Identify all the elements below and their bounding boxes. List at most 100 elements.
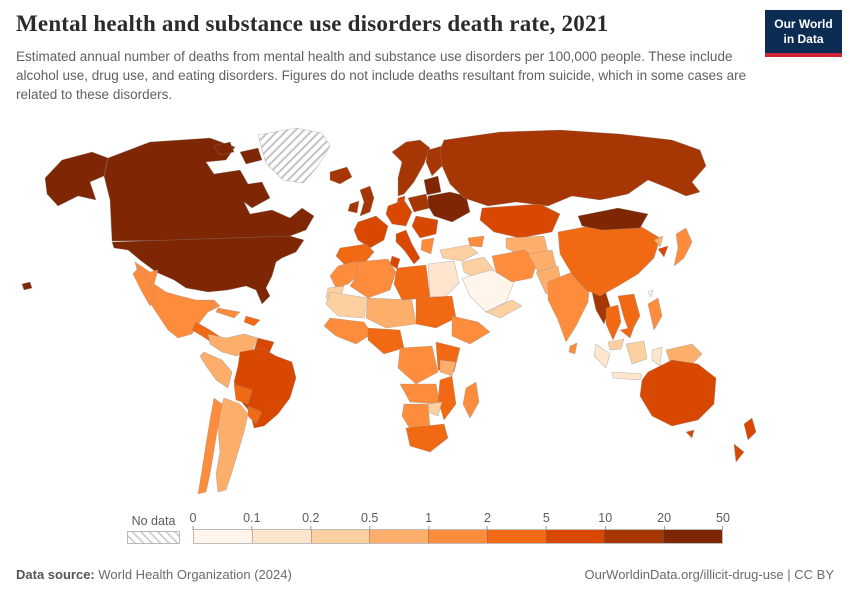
legend-bin[interactable] <box>194 530 252 543</box>
region-drc[interactable] <box>397 345 439 385</box>
region-sudan[interactable] <box>415 295 457 329</box>
region-greece[interactable] <box>420 237 435 255</box>
legend-bins <box>193 529 723 544</box>
chart-header: Mental health and substance use disorder… <box>16 10 842 104</box>
owid-link[interactable]: OurWorldinData.org/illicit-drug-use | CC… <box>584 567 835 582</box>
region-australia[interactable] <box>639 359 717 427</box>
region-usa[interactable] <box>111 235 305 305</box>
region-mexico[interactable] <box>134 261 221 339</box>
region-philippines[interactable] <box>647 297 663 331</box>
legend-no-data[interactable]: No data <box>127 514 180 544</box>
region-iran[interactable] <box>491 249 539 283</box>
region-malaysia[interactable] <box>607 338 625 351</box>
owid-logo-line2: in Data <box>783 32 824 46</box>
region-scandinavia[interactable] <box>391 139 431 197</box>
legend-bin[interactable] <box>251 530 311 543</box>
region-libya[interactable] <box>393 264 431 301</box>
map-legend: No data 0 0.1 0.2 0.5 1 2 5 10 20 50 <box>127 511 730 544</box>
legend-bin[interactable] <box>428 530 487 543</box>
legend-bin[interactable] <box>604 530 664 543</box>
legend-bin[interactable] <box>663 530 723 543</box>
region-cuba[interactable] <box>215 307 241 319</box>
region-hawaii[interactable] <box>21 281 33 291</box>
region-saudi-arabia[interactable] <box>461 269 515 313</box>
region-new-zealand-south[interactable] <box>733 443 745 463</box>
region-cambodia[interactable] <box>619 326 635 339</box>
region-west-africa[interactable] <box>323 317 373 345</box>
region-algeria[interactable] <box>349 258 397 299</box>
legend-tick-label: 50 <box>716 511 730 530</box>
region-chile[interactable] <box>197 397 223 495</box>
region-caucasus[interactable] <box>467 235 485 248</box>
region-sumatra[interactable] <box>593 343 611 369</box>
region-hispaniola[interactable] <box>243 315 261 327</box>
region-madagascar[interactable] <box>462 381 480 419</box>
region-nigeria[interactable] <box>367 327 405 355</box>
region-arctic-island[interactable] <box>239 147 263 165</box>
region-angola-zambia[interactable] <box>399 383 441 405</box>
region-kazakhstan[interactable] <box>479 203 561 239</box>
region-tanzania[interactable] <box>439 359 457 377</box>
region-baja[interactable] <box>132 267 156 307</box>
region-afghanistan[interactable] <box>527 249 557 273</box>
region-vietnam-laos[interactable] <box>617 293 641 335</box>
region-mongolia[interactable] <box>577 207 649 231</box>
region-mauritania-mali[interactable] <box>325 291 369 319</box>
region-poland[interactable] <box>407 193 431 213</box>
region-turkey[interactable] <box>439 244 479 262</box>
region-new-zealand-north[interactable] <box>743 417 757 441</box>
legend-bin[interactable] <box>545 530 605 543</box>
region-mozambique[interactable] <box>437 375 457 421</box>
region-java[interactable] <box>611 371 643 381</box>
region-sulawesi[interactable] <box>651 346 663 367</box>
region-belarus-ukraine[interactable] <box>427 191 471 223</box>
region-italy[interactable] <box>395 229 421 265</box>
no-data-swatch <box>127 531 180 544</box>
region-taiwan[interactable] <box>647 289 654 298</box>
region-argentina[interactable] <box>215 397 249 493</box>
legend-tick-label: 0 <box>190 511 197 530</box>
region-south-africa[interactable] <box>405 423 449 453</box>
page-title: Mental health and substance use disorder… <box>16 11 609 36</box>
region-baltics[interactable] <box>423 175 442 196</box>
region-sri-lanka[interactable] <box>568 342 578 355</box>
region-south-korea[interactable] <box>657 245 669 258</box>
region-alaska[interactable] <box>44 151 109 207</box>
region-russia[interactable] <box>439 129 707 207</box>
world-choropleth-map <box>0 125 850 507</box>
region-greenland[interactable] <box>257 127 331 184</box>
legend-bin[interactable] <box>486 530 546 543</box>
region-thailand[interactable] <box>605 304 622 341</box>
owid-logo-line1: Our World <box>774 17 833 31</box>
region-borneo[interactable] <box>625 340 648 365</box>
region-balkans[interactable] <box>411 215 439 239</box>
region-peru[interactable] <box>199 351 233 389</box>
region-zimbabwe[interactable] <box>427 401 443 417</box>
no-data-label: No data <box>131 514 176 528</box>
region-paraguay-uruguay[interactable] <box>247 405 263 425</box>
region-finland[interactable] <box>425 145 443 177</box>
region-bolivia[interactable] <box>233 383 253 405</box>
region-arctic-island[interactable] <box>213 141 235 156</box>
region-morocco[interactable] <box>329 260 361 289</box>
region-france[interactable] <box>353 215 389 249</box>
world-map-svg <box>21 127 757 495</box>
region-horn-of-africa[interactable] <box>451 315 491 345</box>
region-iceland[interactable] <box>329 166 353 185</box>
data-source-label: Data source: <box>16 567 95 582</box>
data-source-value: World Health Organization (2024) <box>94 567 292 582</box>
region-tasmania[interactable] <box>685 429 695 439</box>
region-north-korea[interactable] <box>653 235 664 248</box>
region-ireland[interactable] <box>347 200 360 214</box>
region-egypt[interactable] <box>427 260 460 299</box>
chart-subtitle: Estimated annual number of deaths from m… <box>16 48 747 102</box>
legend-bin[interactable] <box>310 530 370 543</box>
region-japan[interactable] <box>673 227 693 267</box>
region-central-europe[interactable] <box>385 199 413 227</box>
region-yemen-oman[interactable] <box>485 299 523 319</box>
legend-tick-label: 10 <box>598 511 612 530</box>
legend-bin[interactable] <box>369 530 429 543</box>
region-uk[interactable] <box>359 185 375 217</box>
region-sahel[interactable] <box>365 297 417 329</box>
owid-logo[interactable]: Our World in Data <box>765 10 842 57</box>
